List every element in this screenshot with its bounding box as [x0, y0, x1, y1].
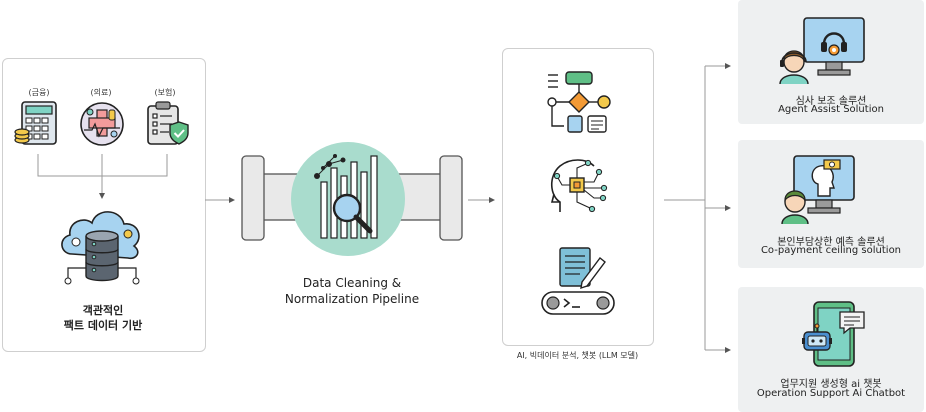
cloud-database-icon: [61, 211, 140, 285]
data-source-title-line2: 팩트 데이터 기반: [63, 319, 143, 332]
insurance-clipboard-icon: [147, 101, 189, 145]
agent-assist-title-en: Agent Assist Solution: [778, 104, 884, 115]
chatbot-phone-icon: [802, 301, 865, 367]
medical-label: (의료): [90, 88, 112, 97]
ai-brain-icon: [550, 159, 608, 213]
data-search-icon: [291, 142, 405, 256]
ai-tools-caption: AI, 빅데이터 분석, 챗봇 (LLM 모델): [516, 351, 639, 360]
document-conveyor-icon: [541, 247, 615, 315]
agent-assist-title-ko: 심사 보조 솔루션: [795, 96, 867, 107]
flowchart-icon: [547, 71, 611, 133]
agent-headset-icon: [779, 17, 865, 85]
pipeline-label-line2: Normalization Pipeline: [284, 292, 420, 306]
copayment-icon: [781, 155, 855, 225]
chatbot-title-ko: 업무지원 생성형 ai 챗봇: [780, 379, 882, 390]
chatbot-title-en: Operation Support Ai Chatbot: [756, 388, 906, 399]
insurance-label: (보험): [154, 88, 176, 97]
finance-label: (금융): [28, 88, 50, 97]
data-source-title-line1: 객관적인: [82, 304, 124, 317]
pipeline-label-line1: Data Cleaning &: [302, 276, 402, 290]
copayment-title-ko: 본인부담상한 예측 솔루션: [777, 237, 885, 248]
copayment-title-en: Co-payment ceiling solution: [760, 245, 902, 256]
calculator-icon: [14, 101, 57, 145]
medical-icon: [80, 102, 124, 146]
